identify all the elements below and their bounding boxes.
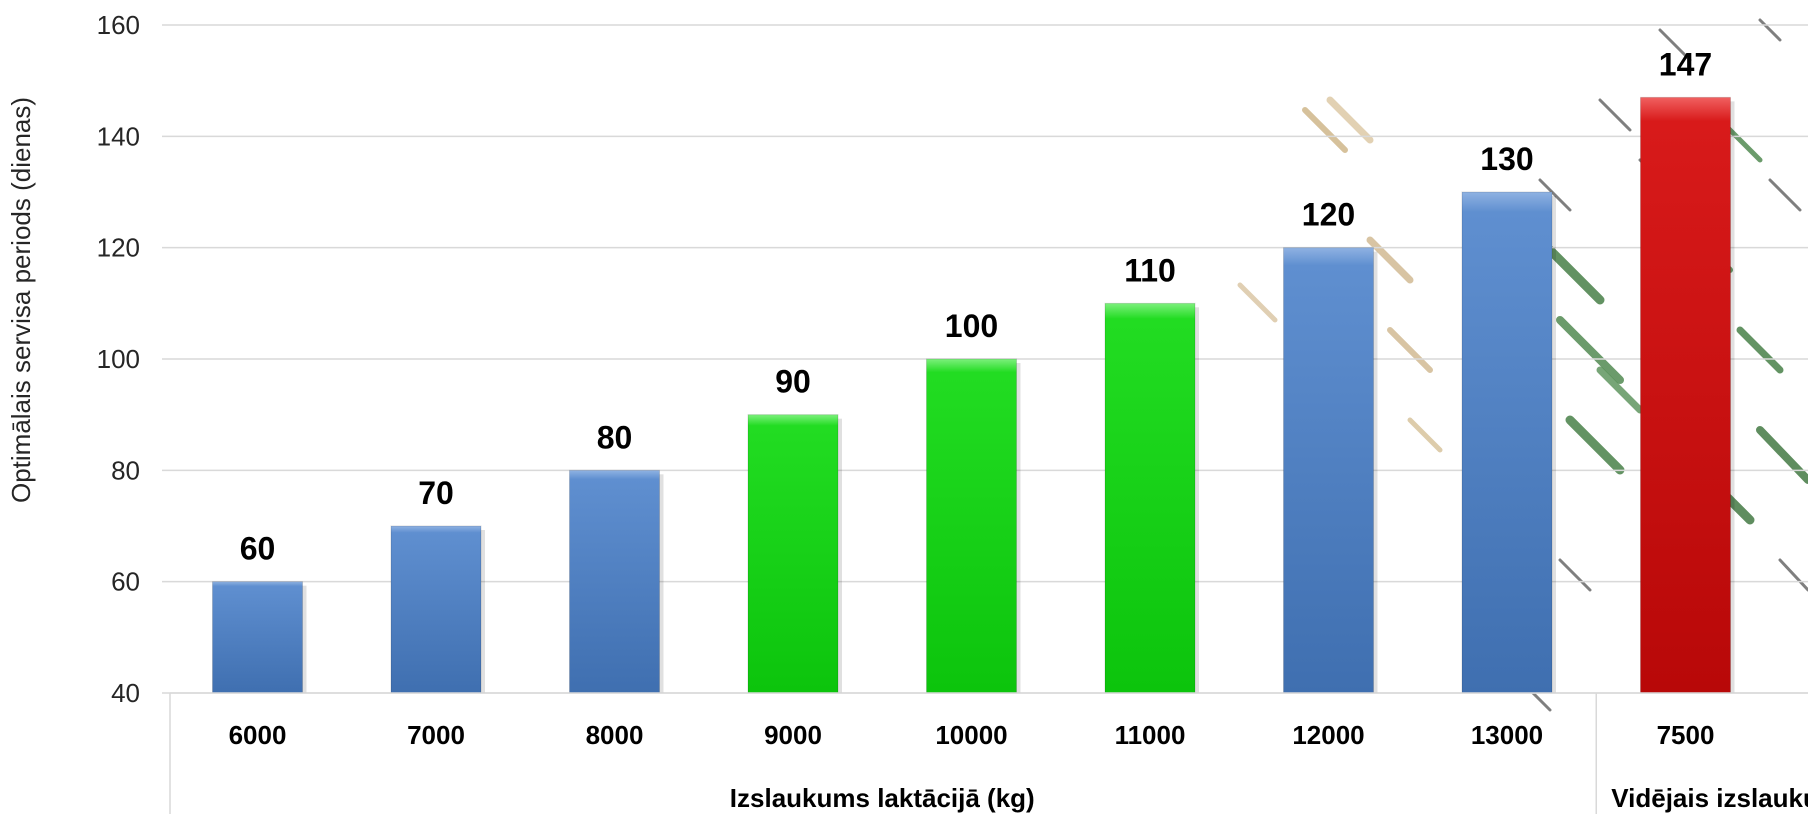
decor-stroke — [1598, 98, 1632, 132]
bar — [569, 469, 660, 694]
x-tick-label: 12000 — [1292, 720, 1364, 750]
data-label: 90 — [775, 364, 811, 400]
decor-stroke — [1596, 366, 1644, 414]
x-axis: 6000 7000 8000 9000 10000 11000 12000 13000 7500… — [169, 692, 1808, 814]
decor-stroke — [1545, 245, 1605, 305]
bar — [747, 414, 839, 694]
x-tick-label: 11000 — [1115, 720, 1186, 750]
decor-stroke — [1756, 426, 1808, 484]
x-tick-label: 8000 — [586, 720, 644, 750]
x-tick-label: 7500 — [1657, 720, 1715, 750]
y-tick-label: 60 — [111, 567, 140, 597]
decor-stroke — [1736, 326, 1784, 374]
y-tick-label: 120 — [97, 233, 140, 263]
x-group-label: Vidējais izslaukums laktācijā LV, kg — [1611, 783, 1808, 813]
decor-stroke — [1558, 558, 1592, 592]
y-axis-title: Optimālais servisa periods (dienas) — [6, 97, 36, 503]
x-tick-label: 7000 — [407, 720, 465, 750]
data-label: 70 — [418, 475, 454, 511]
y-axis: 40 60 80 100 120 140 160 — [97, 10, 140, 708]
bar — [390, 525, 482, 694]
data-label: 80 — [597, 419, 633, 455]
decor-stroke — [1302, 107, 1348, 153]
data-label: 100 — [945, 308, 998, 344]
bar — [212, 581, 303, 694]
decor-stroke — [1407, 417, 1443, 453]
bar — [926, 358, 1017, 694]
decor-stroke — [1366, 236, 1414, 284]
bars — [212, 96, 1735, 694]
x-tick-label: 13000 — [1471, 720, 1543, 750]
decor-stroke — [1778, 558, 1808, 592]
data-labels: 60 70 80 90 100 110 120 130 147 — [240, 46, 1712, 566]
data-label: 110 — [1124, 252, 1176, 288]
x-tick-label: 9000 — [764, 720, 822, 750]
data-label: 147 — [1659, 46, 1712, 82]
y-tick-label: 160 — [97, 10, 140, 40]
bar — [1283, 247, 1374, 694]
decor-stroke — [1237, 282, 1278, 323]
x-tick-label: 6000 — [229, 720, 287, 750]
y-tick-label: 80 — [111, 455, 140, 485]
decor-stroke — [1538, 178, 1572, 212]
decor-stroke — [1768, 178, 1802, 212]
x-tick-label: 10000 — [935, 720, 1007, 750]
data-label: 130 — [1480, 141, 1533, 177]
decor-stroke — [1387, 327, 1433, 373]
y-tick-label: 140 — [97, 121, 140, 151]
decor-stroke — [1758, 18, 1782, 42]
decor-stroke — [1326, 96, 1374, 144]
decor-stroke — [1556, 316, 1624, 384]
decor-stroke — [1565, 415, 1625, 475]
decor-stroke — [1658, 28, 1692, 62]
bar — [1640, 96, 1731, 694]
x-group-label: Izslaukums laktācijā (kg) — [730, 783, 1035, 813]
data-label: 120 — [1302, 197, 1355, 233]
y-tick-label: 100 — [97, 344, 140, 374]
bar — [1104, 302, 1196, 694]
bar — [1461, 191, 1553, 694]
data-label: 60 — [240, 531, 276, 567]
y-tick-label: 40 — [111, 678, 140, 708]
